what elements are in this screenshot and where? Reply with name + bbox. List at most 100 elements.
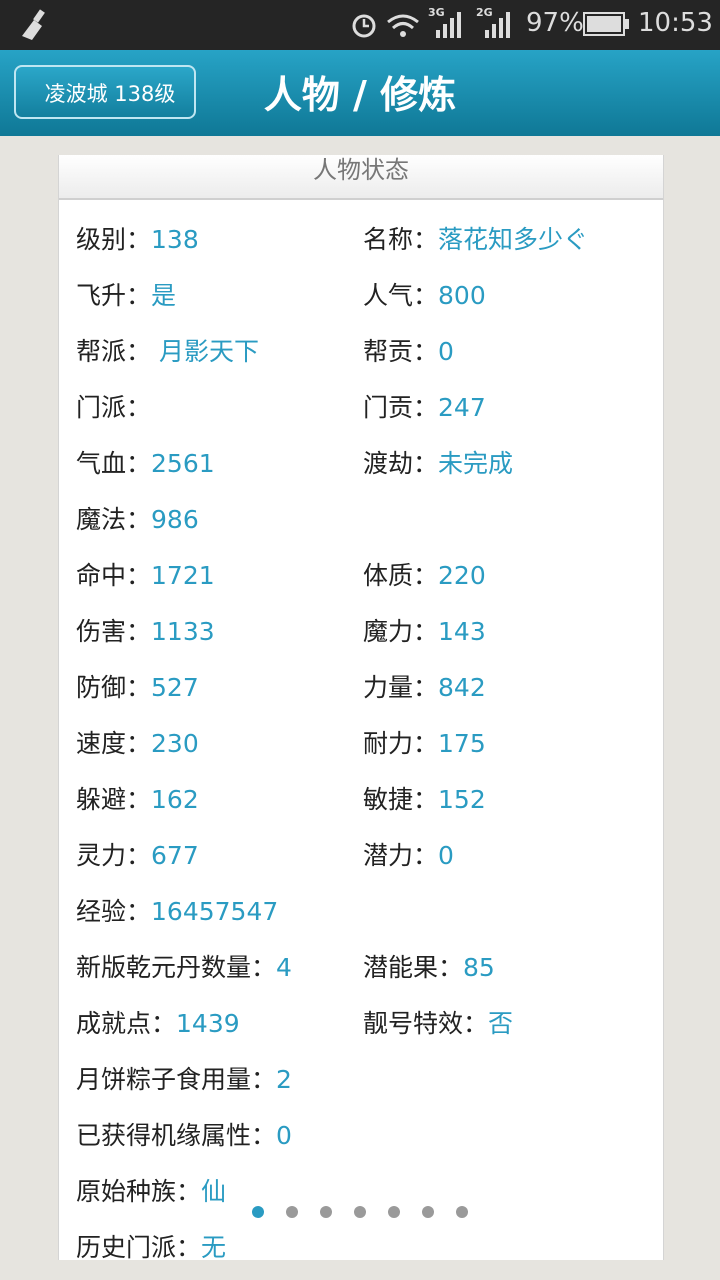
field-label: 防御： <box>76 673 152 702</box>
field-value: 月影天下 <box>151 337 259 366</box>
field-label: 级别： <box>76 225 152 254</box>
field-value: 落花知多少ぐ <box>438 225 589 254</box>
field: 已获得机缘属性：0 <box>76 1108 292 1164</box>
field-label: 人气： <box>363 281 439 310</box>
field-value: 1439 <box>176 1009 240 1038</box>
field-label: 帮贡： <box>363 337 439 366</box>
field: 伤害：1133 <box>76 604 215 660</box>
field-value: 未完成 <box>438 449 514 478</box>
field: 级别：138 <box>76 212 199 268</box>
field-value: 527 <box>151 673 199 702</box>
field: 人气：800 <box>363 268 486 324</box>
field-label: 新版乾元丹数量： <box>76 953 277 982</box>
page-indicator-dot[interactable] <box>252 1206 264 1218</box>
field-value: 0 <box>276 1121 292 1150</box>
field-label: 魔力： <box>363 617 439 646</box>
field-value: 247 <box>438 393 486 422</box>
field-value: 0 <box>438 337 454 366</box>
field: 渡劫：未完成 <box>363 436 513 492</box>
field-label: 靓号特效： <box>363 1009 489 1038</box>
field: 门派： <box>76 380 151 436</box>
field: 灵力：677 <box>76 828 199 884</box>
field: 月饼粽子食用量：2 <box>76 1052 292 1108</box>
status-card: 人物状态 级别：138 名称：落花知多少ぐ飞升：是 人气：800 帮派： 月影天下 帮贡… <box>58 155 664 1260</box>
field: 飞升：是 <box>76 268 176 324</box>
field-value: 0 <box>438 841 454 870</box>
field: 成就点：1439 <box>76 996 240 1052</box>
field: 耐力：175 <box>363 716 486 772</box>
page-indicator-dot[interactable] <box>354 1206 366 1218</box>
field: 门贡：247 <box>363 380 486 436</box>
field: 潜力：0 <box>363 828 454 884</box>
app-header: 凌波城 138级 人物 / 修炼 <box>0 50 720 136</box>
page-indicator-dot[interactable] <box>286 1206 298 1218</box>
field-label: 原始种族： <box>76 1177 202 1206</box>
field: 帮贡：0 <box>363 324 454 380</box>
battery-percent: 97% <box>526 8 584 38</box>
field-value: 仙 <box>201 1177 227 1206</box>
field-value: 2 <box>276 1065 292 1094</box>
field-label: 魔法： <box>76 505 152 534</box>
field: 名称：落花知多少ぐ <box>363 212 588 268</box>
clean-icon <box>22 9 45 40</box>
field-value: 否 <box>488 1009 514 1038</box>
field-label: 体质： <box>363 561 439 590</box>
field: 经验：16457547 <box>76 884 278 940</box>
field: 历史门派：无 <box>76 1220 226 1260</box>
field-label: 名称： <box>363 225 439 254</box>
clock: 10:53 <box>638 8 713 38</box>
field-label: 潜能果： <box>363 953 464 982</box>
field-value: 85 <box>463 953 495 982</box>
network-label: 2G <box>476 6 493 19</box>
page-indicator-dot[interactable] <box>388 1206 400 1218</box>
field: 潜能果：85 <box>363 940 495 996</box>
field: 力量：842 <box>363 660 486 716</box>
field-value: 143 <box>438 617 486 646</box>
field-value: 230 <box>151 729 199 758</box>
field-value: 138 <box>151 225 199 254</box>
field: 帮派： 月影天下 <box>76 324 259 380</box>
field: 新版乾元丹数量：4 <box>76 940 292 996</box>
status-bar: 3G 2G 97% 10:53 <box>0 0 720 50</box>
field-value: 677 <box>151 841 199 870</box>
field-label: 躲避： <box>76 785 152 814</box>
field-value: 162 <box>151 785 199 814</box>
status-icons <box>352 12 510 38</box>
field-label: 气血： <box>76 449 152 478</box>
page-indicator-dot[interactable] <box>320 1206 332 1218</box>
page-indicator-dot[interactable] <box>422 1206 434 1218</box>
field-label: 速度： <box>76 729 152 758</box>
field-value: 175 <box>438 729 486 758</box>
field: 魔法：986 <box>76 492 199 548</box>
field-label: 月饼粽子食用量： <box>76 1065 277 1094</box>
field-label: 飞升： <box>76 281 152 310</box>
field-value: 16457547 <box>151 897 279 926</box>
field-value: 986 <box>151 505 199 534</box>
field: 防御：527 <box>76 660 199 716</box>
card-title: 人物状态 <box>59 155 663 200</box>
field-label: 潜力： <box>363 841 439 870</box>
field: 魔力：143 <box>363 604 486 660</box>
field: 靓号特效：否 <box>363 996 513 1052</box>
field: 速度：230 <box>76 716 199 772</box>
field-value: 2561 <box>151 449 215 478</box>
field: 躲避：162 <box>76 772 199 828</box>
field-value: 1133 <box>151 617 215 646</box>
field: 体质：220 <box>363 548 486 604</box>
field-value: 152 <box>438 785 486 814</box>
field: 敏捷：152 <box>363 772 486 828</box>
network-label: 3G <box>428 6 445 19</box>
back-button[interactable]: 凌波城 138级 <box>14 65 196 119</box>
field-label: 门派： <box>76 393 152 422</box>
field-label: 伤害： <box>76 617 152 646</box>
field-label: 经验： <box>76 897 152 926</box>
field-label: 渡劫： <box>363 449 439 478</box>
field: 命中：1721 <box>76 548 215 604</box>
field-value: 是 <box>151 281 177 310</box>
page-indicator-dot[interactable] <box>456 1206 468 1218</box>
field-label: 命中： <box>76 561 152 590</box>
field: 气血：2561 <box>76 436 215 492</box>
field-value: 无 <box>201 1233 227 1260</box>
field-label: 成就点： <box>76 1009 177 1038</box>
